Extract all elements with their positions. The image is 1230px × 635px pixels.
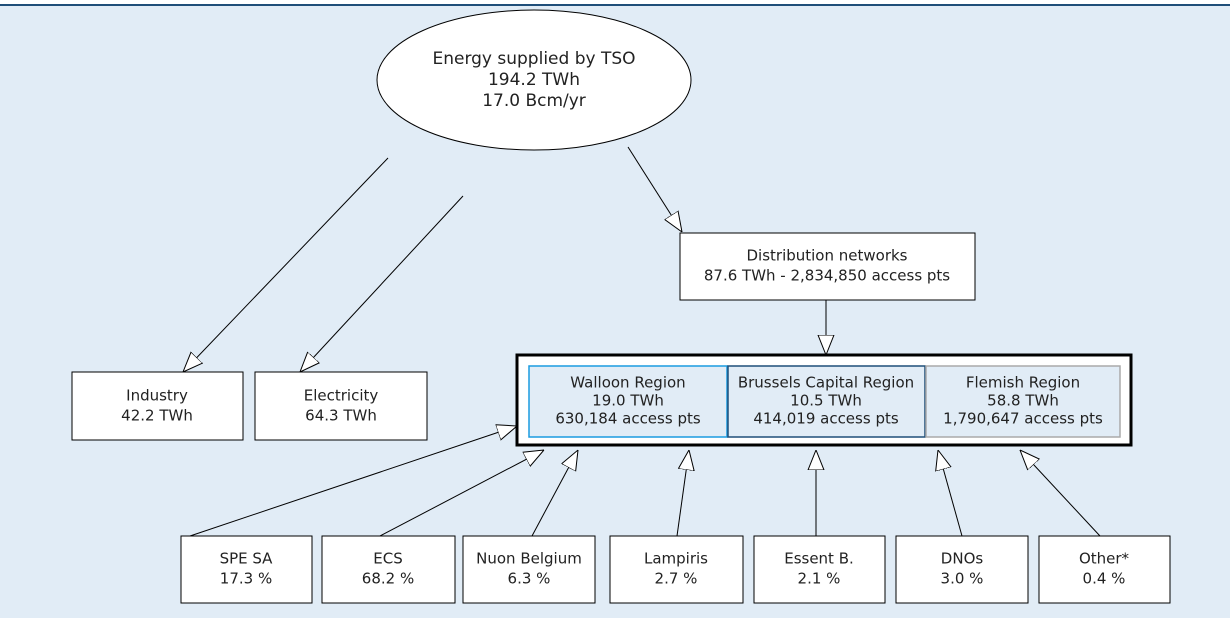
node-label: 1,790,647 access pts — [943, 410, 1103, 428]
node-label: 42.2 TWh — [121, 407, 193, 425]
node-label: 64.3 TWh — [305, 407, 377, 425]
arrow — [379, 450, 544, 537]
arrow — [183, 157, 389, 372]
node-label: 2.7 % — [655, 570, 698, 588]
arrow — [300, 195, 464, 372]
node-label: 87.6 TWh - 2,834,850 access pts — [704, 267, 950, 285]
distribution-box — [679, 232, 976, 301]
node-label: 194.2 TWh — [488, 70, 580, 90]
node-label: 3.0 % — [941, 570, 984, 588]
node-label: Walloon Region — [570, 374, 685, 392]
node-label: 10.5 TWh — [790, 392, 862, 410]
node-label: Electricity — [304, 387, 379, 405]
node-label: SPE SA — [220, 550, 274, 568]
node-label: 17.0 Bcm/yr — [482, 91, 586, 111]
node-label: 6.3 % — [508, 570, 551, 588]
node-label: 2.1 % — [798, 570, 841, 588]
supplier-box — [753, 535, 886, 604]
node-label: Distribution networks — [746, 247, 907, 265]
node-label: 58.8 TWh — [987, 392, 1059, 410]
node-label: Lampiris — [644, 550, 708, 568]
arrow — [676, 450, 689, 537]
electricity-box — [254, 371, 428, 441]
arrow — [627, 146, 682, 232]
node-label: DNOs — [941, 550, 984, 568]
industry-box — [71, 371, 244, 441]
flemish-box — [925, 365, 1121, 438]
node-label: 0.4 % — [1083, 570, 1126, 588]
supplier-box — [180, 535, 313, 604]
node-label: Brussels Capital Region — [738, 374, 914, 392]
node-label: 630,184 access pts — [555, 410, 701, 428]
tso-ellipse — [376, 9, 692, 151]
node-label: 68.2 % — [362, 570, 414, 588]
arrow — [531, 450, 578, 537]
node-label: 19.0 TWh — [592, 392, 664, 410]
node-label: Other* — [1079, 550, 1130, 568]
node-label: ECS — [373, 550, 402, 568]
node-label: Industry — [126, 387, 188, 405]
node-label: Essent B. — [784, 550, 854, 568]
supplier-box — [1038, 535, 1171, 604]
node-label: Nuon Belgium — [476, 550, 582, 568]
supplier-box — [895, 535, 1029, 604]
node-label: Energy supplied by TSO — [432, 49, 635, 69]
node-label: Flemish Region — [966, 374, 1080, 392]
supplier-box — [321, 535, 456, 604]
node-label: 414,019 access pts — [753, 410, 899, 428]
walloon-box — [528, 365, 728, 438]
brussels-box — [727, 365, 926, 438]
arrow — [1020, 450, 1101, 537]
arrow — [938, 450, 963, 537]
supplier-box — [609, 535, 744, 604]
supplier-box — [462, 535, 596, 604]
node-label: 17.3 % — [220, 570, 272, 588]
arrow — [189, 426, 517, 537]
